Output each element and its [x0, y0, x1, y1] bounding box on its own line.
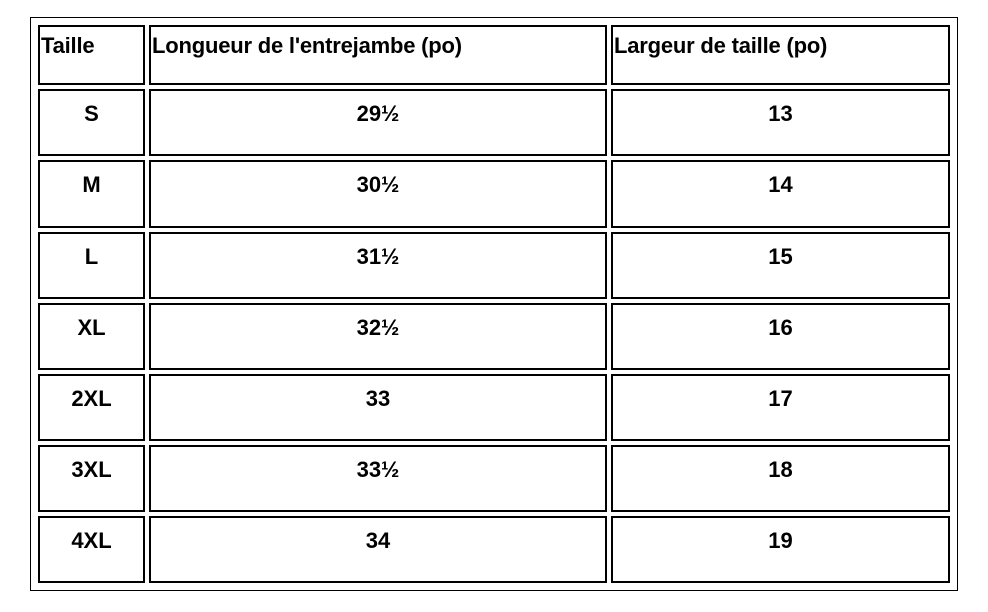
table-row: M 30½ 14	[38, 160, 950, 228]
size-cell: S	[38, 89, 145, 157]
waist-cell: 17	[611, 373, 950, 441]
size-cell: XL	[38, 302, 145, 370]
size-cell: M	[38, 160, 145, 228]
table-row: S 29½ 13	[38, 89, 950, 157]
inseam-cell: 31½	[149, 231, 607, 299]
size-cell: 3XL	[38, 444, 145, 512]
table-row: 3XL 33½ 18	[38, 444, 950, 512]
table-row: L 31½ 15	[38, 231, 950, 299]
header-cell-waist: Largeur de taille (po)	[611, 25, 950, 86]
size-cell: L	[38, 231, 145, 299]
waist-cell: 19	[611, 515, 950, 583]
table-row: 4XL 34 19	[38, 515, 950, 583]
waist-cell: 18	[611, 444, 950, 512]
inseam-cell: 33	[149, 373, 607, 441]
waist-cell: 16	[611, 302, 950, 370]
table-row: XL 32½ 16	[38, 302, 950, 370]
inseam-cell: 29½	[149, 89, 607, 157]
table-row: 2XL 33 17	[38, 373, 950, 441]
table-header-row: Taille Longueur de l'entrejambe (po) Lar…	[38, 25, 950, 86]
header-cell-inseam: Longueur de l'entrejambe (po)	[149, 25, 607, 86]
size-cell: 2XL	[38, 373, 145, 441]
waist-cell: 13	[611, 89, 950, 157]
size-table: Taille Longueur de l'entrejambe (po) Lar…	[34, 21, 954, 587]
header-cell-size: Taille	[38, 25, 145, 86]
inseam-cell: 32½	[149, 302, 607, 370]
size-cell: 4XL	[38, 515, 145, 583]
inseam-cell: 30½	[149, 160, 607, 228]
inseam-cell: 34	[149, 515, 607, 583]
waist-cell: 15	[611, 231, 950, 299]
inseam-cell: 33½	[149, 444, 607, 512]
waist-cell: 14	[611, 160, 950, 228]
size-chart: Taille Longueur de l'entrejambe (po) Lar…	[30, 17, 958, 591]
